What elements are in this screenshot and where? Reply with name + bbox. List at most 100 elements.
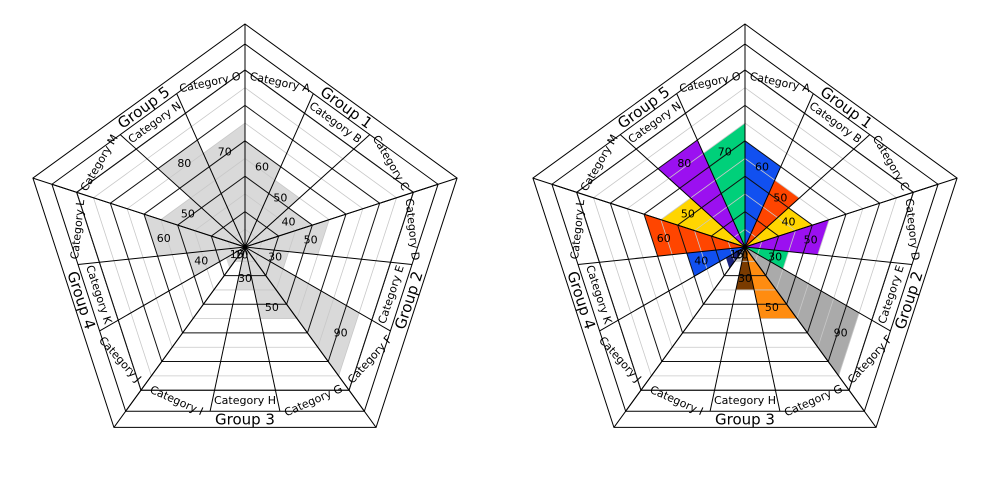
value-label: 40 <box>782 215 796 228</box>
spoke <box>99 246 246 332</box>
category-label: Category L <box>568 198 587 260</box>
grid-ring <box>93 87 397 377</box>
data-slice <box>203 123 245 247</box>
data-slice <box>245 207 313 247</box>
data-slice <box>745 219 830 255</box>
value-label: 90 <box>334 327 348 340</box>
data-slice <box>745 140 781 247</box>
value-label: 50 <box>304 234 318 247</box>
spoke <box>744 93 814 248</box>
data-slice <box>235 247 255 290</box>
data-slice <box>686 247 745 277</box>
grid-ring <box>160 158 330 319</box>
data-slice <box>245 247 289 269</box>
group-divider <box>744 177 958 248</box>
spoke <box>676 93 746 248</box>
grid-ring <box>609 104 881 363</box>
grid-ring <box>143 140 347 334</box>
value-label: 60 <box>157 232 171 245</box>
value-label: 60 <box>755 161 769 174</box>
data-slice <box>186 247 245 277</box>
spoke <box>577 246 746 266</box>
spoke <box>119 134 246 248</box>
spoke <box>619 134 746 248</box>
data-slice <box>245 247 360 376</box>
grid-ring <box>677 175 813 305</box>
value-label: 10 <box>734 249 748 262</box>
category-label: Category D <box>903 198 922 261</box>
spoke <box>709 246 746 412</box>
group-label: Group 3 <box>215 410 275 428</box>
value-label: 80 <box>677 157 691 170</box>
grid-ring <box>576 69 914 391</box>
group-divider <box>244 177 458 248</box>
value-label: 60 <box>255 161 269 174</box>
spoke <box>244 246 413 266</box>
value-label: 50 <box>273 192 287 205</box>
group-divider <box>613 246 746 428</box>
value-label: 90 <box>834 327 848 340</box>
grid-ring <box>593 87 897 377</box>
spoke <box>599 246 746 332</box>
value-label: 30 <box>268 250 282 263</box>
grid-ring <box>660 158 830 319</box>
value-label: 40 <box>194 255 208 268</box>
spoke <box>744 246 913 266</box>
value-label: 50 <box>181 208 195 221</box>
data-slice <box>745 247 860 376</box>
data-slice <box>745 207 813 247</box>
value-label: 60 <box>657 232 671 245</box>
grid-ring <box>76 69 414 391</box>
value-label: 80 <box>177 157 191 170</box>
value-label: 40 <box>282 215 296 228</box>
data-slice <box>735 247 755 290</box>
value-label: 40 <box>694 255 708 268</box>
spoke <box>744 246 891 332</box>
group-divider <box>244 246 377 428</box>
category-label: Category L <box>68 198 87 260</box>
grid-ring <box>109 104 381 363</box>
category-label: Category D <box>403 198 422 261</box>
value-label: 50 <box>773 192 787 205</box>
value-label: 50 <box>265 301 279 314</box>
spoke <box>77 246 246 266</box>
spoke <box>244 246 281 412</box>
value-label: 30 <box>738 272 752 285</box>
data-slice <box>245 219 330 255</box>
value-label: 70 <box>718 145 732 158</box>
spoke <box>209 246 246 412</box>
data-slice <box>660 198 745 247</box>
grid-ring <box>626 122 864 348</box>
data-slice <box>657 140 745 247</box>
group-divider <box>32 177 246 248</box>
grid-ring <box>177 175 313 305</box>
data-slice <box>157 140 245 247</box>
value-label: 50 <box>804 234 818 247</box>
group-label: Group 3 <box>715 410 775 428</box>
group-divider <box>532 177 746 248</box>
spoke <box>244 93 314 248</box>
value-label: 50 <box>681 208 695 221</box>
value-label: 15 <box>230 248 244 261</box>
value-label: 30 <box>768 250 782 263</box>
grid-ring <box>210 210 280 277</box>
value-label: 50 <box>765 301 779 314</box>
data-slice <box>703 123 745 247</box>
data-slice <box>160 198 245 247</box>
value-label: 15 <box>730 248 744 261</box>
value-label: 70 <box>218 145 232 158</box>
grid-ring <box>643 140 847 334</box>
category-label: Category H <box>214 394 276 407</box>
data-slice <box>745 247 789 269</box>
group-divider <box>744 246 877 428</box>
grid-ring <box>710 210 780 277</box>
grid-ring <box>126 122 364 348</box>
group-ring <box>551 43 939 412</box>
spoke <box>176 93 246 248</box>
grid-ring <box>727 228 763 262</box>
data-slice <box>725 247 745 269</box>
group-divider <box>113 246 246 428</box>
spoke <box>744 134 871 248</box>
